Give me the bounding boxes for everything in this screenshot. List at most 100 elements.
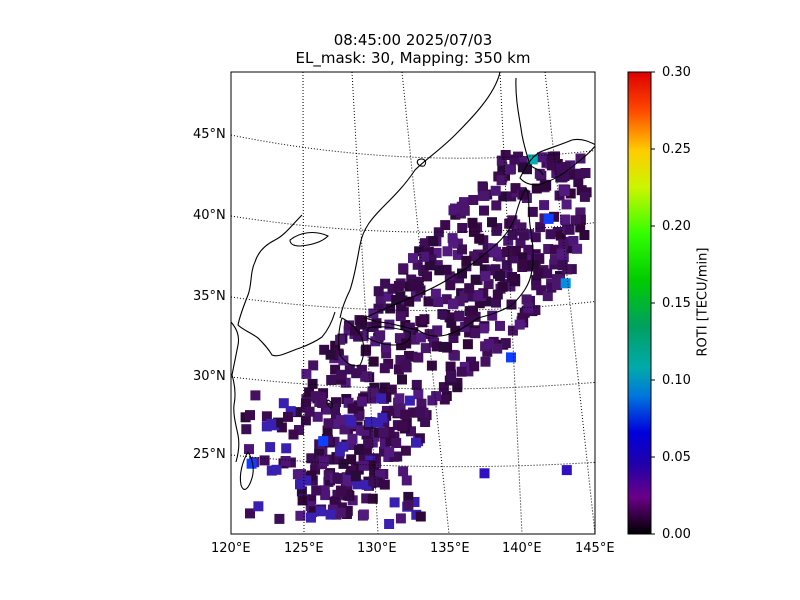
roti-cell <box>411 379 422 390</box>
roti-cell <box>507 253 518 264</box>
lat-tick-30n: 30°N <box>193 369 226 384</box>
roti-cell <box>564 224 575 235</box>
roti-cell <box>535 222 546 233</box>
roti-cell <box>504 218 515 229</box>
roti-cell <box>403 491 414 502</box>
roti-cell <box>468 195 479 205</box>
roti-cell <box>330 340 341 351</box>
roti-cell <box>301 398 311 409</box>
roti-cell <box>568 236 579 246</box>
roti-cell <box>336 369 347 380</box>
roti-cell <box>409 497 420 507</box>
roti-cell <box>462 339 473 350</box>
roti-cell <box>358 509 369 520</box>
roti-cell <box>452 249 463 260</box>
roti-cell <box>335 485 346 496</box>
roti-cell <box>424 329 435 340</box>
roti-cell <box>470 274 481 285</box>
roti-cell <box>296 469 306 480</box>
roti-cell <box>507 229 518 240</box>
roti-cell <box>506 299 517 310</box>
roti-cell <box>350 325 360 336</box>
roti-cell <box>457 244 467 255</box>
roti-cell <box>329 496 340 507</box>
roti-cell <box>376 393 387 404</box>
roti-cell <box>505 281 516 292</box>
roti-cell <box>357 315 367 326</box>
roti-cell <box>576 185 587 196</box>
roti-cell <box>441 294 452 305</box>
roti-cell <box>419 314 430 325</box>
meridian-145e <box>544 72 595 534</box>
roti-data-cells <box>240 150 592 529</box>
roti-cell <box>479 205 489 216</box>
roti-cell <box>441 264 452 275</box>
roti-cell <box>454 296 465 307</box>
roti-cell <box>344 320 354 331</box>
roti-cell <box>517 259 528 270</box>
roti-cell <box>259 455 270 466</box>
roti-cell <box>496 175 507 186</box>
roti-cell <box>447 233 458 244</box>
roti-cell <box>320 490 331 501</box>
roti-cell <box>487 310 498 321</box>
roti-cell <box>445 361 456 372</box>
lon-tick-135e: 135°E <box>430 541 470 556</box>
roti-cell <box>549 211 560 222</box>
roti-cell <box>541 180 552 191</box>
roti-cell <box>308 506 319 517</box>
roti-cell <box>325 509 336 520</box>
roti-cell <box>380 278 391 289</box>
roti-cell <box>278 398 289 409</box>
roti-cell <box>310 391 321 402</box>
roti-cell <box>411 437 421 448</box>
roti-cell <box>479 264 490 275</box>
roti-cell <box>319 344 330 355</box>
roti-cell <box>244 444 254 455</box>
roti-cell <box>523 244 534 255</box>
meridian-125e <box>302 72 305 534</box>
roti-cell <box>534 253 545 264</box>
chart-title-line1: 08:45:00 2025/07/03 <box>333 31 493 49</box>
roti-cell <box>480 356 491 367</box>
roti-cell <box>330 403 340 414</box>
roti-cell <box>492 343 503 354</box>
roti-cell <box>546 160 557 171</box>
roti-cell <box>415 406 426 417</box>
colorbar-tick-025: 0.25 <box>662 142 691 157</box>
roti-cell <box>579 191 590 202</box>
roti-cell <box>261 421 272 432</box>
roti-cell <box>545 229 556 240</box>
roti-cell <box>314 448 325 459</box>
roti-cell <box>438 341 449 352</box>
colorbar-tick-015: 0.15 <box>662 296 691 311</box>
roti-cell <box>517 252 528 263</box>
roti-cell <box>495 320 505 331</box>
roti-cell <box>419 251 429 262</box>
roti-cell <box>524 229 535 240</box>
roti-cell <box>557 172 568 183</box>
roti-cell <box>570 215 581 226</box>
roti-cell <box>497 161 508 172</box>
roti-cell <box>506 191 517 202</box>
roti-cell <box>400 359 411 370</box>
roti-cell <box>488 243 499 254</box>
roti-cell <box>420 343 431 354</box>
roti-cell <box>410 291 421 302</box>
roti-cell <box>450 325 461 336</box>
roti-cell <box>568 169 579 180</box>
roti-cell <box>478 323 489 334</box>
roti-cell <box>502 247 513 257</box>
roti-cell <box>361 479 372 490</box>
roti-cell <box>397 421 408 432</box>
roti-cell <box>459 205 470 216</box>
roti-cell <box>338 355 349 366</box>
roti-cell <box>356 365 367 376</box>
roti-cell <box>344 364 355 375</box>
roti-cell <box>395 513 406 524</box>
colorbar-label: ROTI [TECU/min] <box>695 247 711 357</box>
korea-coast <box>237 214 336 357</box>
roti-cell <box>575 222 586 233</box>
roti-cell <box>479 190 490 201</box>
sakhalin-coast <box>515 77 544 176</box>
